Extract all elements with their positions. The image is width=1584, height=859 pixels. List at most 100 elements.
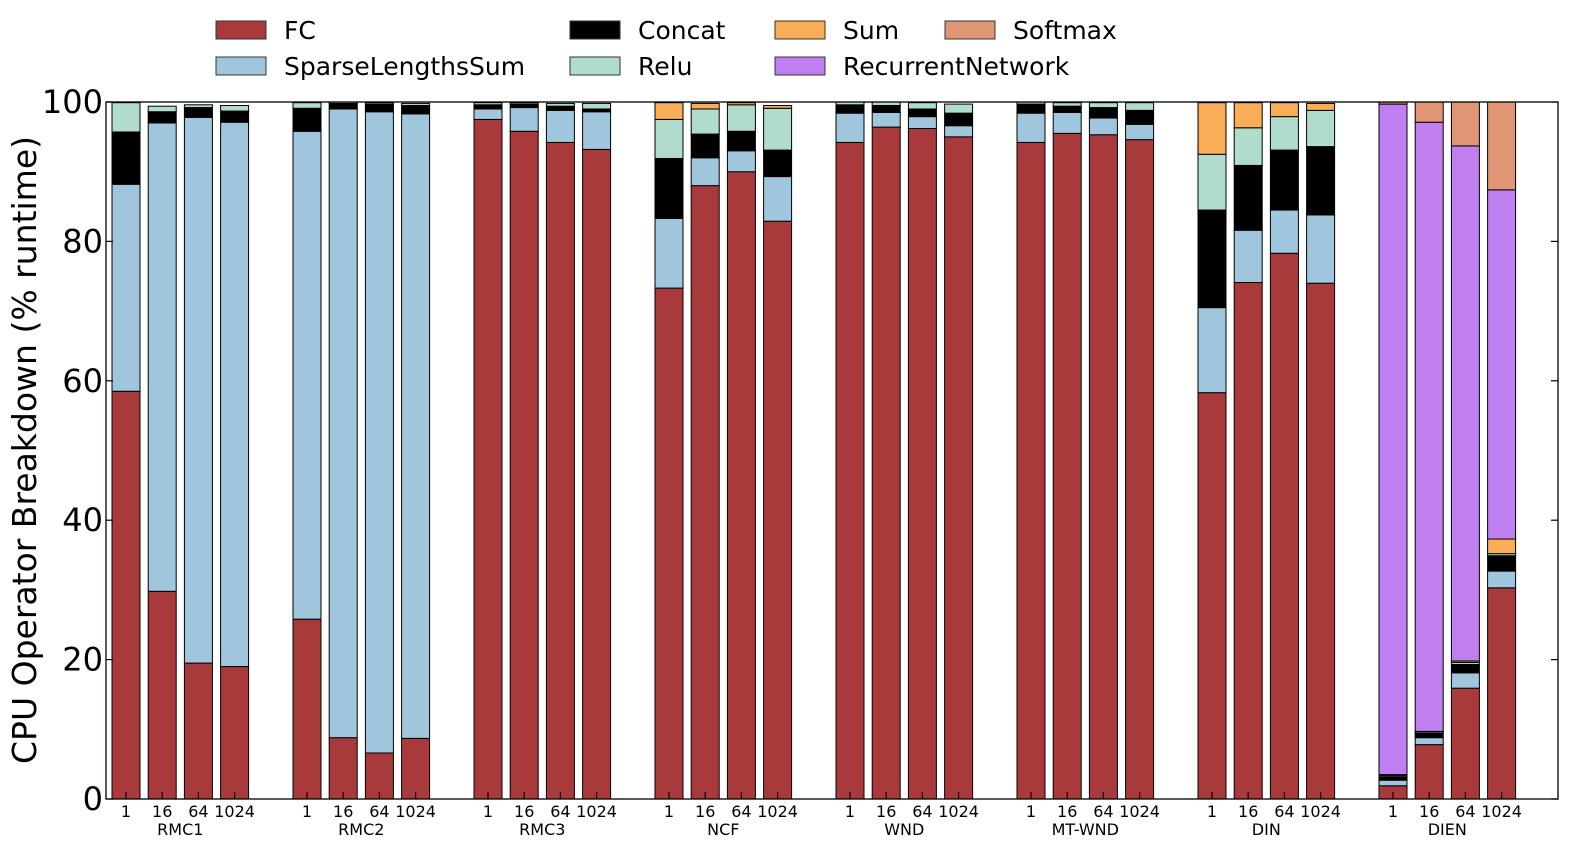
x-tick-label: 64	[912, 802, 932, 821]
bar-segment-fc	[545, 141, 575, 800]
x-tick-label: 16	[1419, 802, 1439, 821]
legend-label-sum: Sum	[843, 16, 899, 45]
x-tick-label: 16	[876, 802, 896, 821]
bar-segment-concat	[1088, 107, 1118, 119]
bar-segment-sparselengthssum	[835, 112, 865, 143]
x-group-label: DIN	[1252, 820, 1281, 839]
x-tick-label: 1	[483, 802, 493, 821]
legend-swatch-sparselengthssum	[215, 56, 267, 76]
bar-segment-fc	[1233, 282, 1263, 800]
x-tick-label: 64	[1455, 802, 1475, 821]
bar-segment-fc	[1088, 134, 1118, 800]
legend: FC SparseLengthsSum Concat Relu Sum Recurrent…	[215, 16, 1117, 81]
bar-segment-concat	[654, 157, 684, 219]
bar-segment-concat	[473, 104, 503, 110]
bar-segment-fc	[509, 130, 539, 800]
x-tick-label: 1024	[576, 802, 617, 821]
bar-segment-sum	[1306, 102, 1336, 111]
bar-segment-relu	[545, 102, 575, 107]
bar-segment-sparselengthssum	[1125, 123, 1155, 141]
bar-segment-relu	[1306, 109, 1336, 148]
x-tick-label: 1	[121, 802, 131, 821]
bar-segment-relu	[654, 118, 684, 159]
legend-label-fc: FC	[284, 16, 316, 45]
bar-segment-sparselengthssum	[1052, 111, 1082, 134]
bar-segment-sparselengthssum	[183, 116, 213, 664]
bar-segment-fc	[763, 220, 793, 800]
x-group-label: RMC1	[157, 820, 203, 839]
bar-segment-sparselengthssum	[1487, 570, 1517, 589]
bar-segment-relu	[147, 105, 177, 113]
x-tick-label: 1	[664, 802, 674, 821]
bar-segment-sparselengthssum	[473, 108, 503, 120]
bar-segment-sum	[763, 104, 793, 109]
bar-segment-recurrentnetwork	[1378, 103, 1408, 776]
bar-segment-sparselengthssum	[654, 217, 684, 289]
bar-segment-sparselengthssum	[690, 157, 720, 187]
bar-segment-concat	[1487, 555, 1517, 572]
bar-segment-concat	[364, 103, 394, 113]
bar-segment-sparselengthssum	[1378, 779, 1408, 787]
bar-segment-concat	[220, 110, 250, 123]
bar-segment-sum	[690, 102, 720, 110]
x-tick-label: 1	[302, 802, 312, 821]
bar-segment-relu	[220, 104, 250, 112]
bar-segment-fc	[1450, 687, 1480, 800]
bar-segment-fc	[726, 171, 756, 800]
x-tick-label: 16	[1057, 802, 1077, 821]
legend-swatch-recurrentnetwork	[774, 56, 826, 76]
y-tick-label: 60	[62, 362, 103, 400]
bar-segment-relu	[582, 102, 612, 110]
bar-segment-relu	[292, 102, 322, 109]
x-tick-label: 1	[1207, 802, 1217, 821]
x-group-label: WND	[884, 820, 924, 839]
bar-segment-sparselengthssum	[726, 150, 756, 173]
legend-swatch-softmax	[944, 20, 996, 40]
bar-segment-sparselengthssum	[292, 130, 322, 620]
bar-segment-concat	[944, 112, 974, 127]
bar-segment-fc	[292, 618, 322, 800]
bar-segment-sparselengthssum	[763, 176, 793, 222]
bar-segment-sum	[1197, 102, 1227, 155]
legend-label-sparselengthssum: SparseLengthsSum	[284, 52, 525, 81]
bar-segment-fc	[1306, 282, 1336, 800]
bar-segment-relu	[1269, 116, 1299, 151]
bar-segment-fc	[220, 666, 250, 800]
x-tick-label: 64	[731, 802, 751, 821]
bar-segment-relu	[183, 104, 213, 109]
bar-segment-sum	[1269, 102, 1299, 118]
bar-segment-concat	[1414, 732, 1444, 739]
bar-segment-fc	[183, 662, 213, 800]
bar-segment-concat	[690, 133, 720, 159]
legend-swatch-sum	[774, 20, 826, 40]
bar-segment-fc	[401, 737, 431, 800]
x-tick-label: 16	[333, 802, 353, 821]
bar-segment-fc	[1487, 587, 1517, 800]
bar-segment-sum	[654, 102, 684, 120]
bar-segment-relu	[690, 108, 720, 135]
bar-segment-relu	[401, 102, 431, 106]
bar-segment-fc	[1269, 252, 1299, 800]
bar-segment-concat	[871, 104, 901, 113]
bar-segment-recurrentnetwork	[1450, 145, 1480, 662]
bar-segment-softmax	[1487, 101, 1517, 191]
x-tick-label: 64	[188, 802, 208, 821]
x-group-label: NCF	[707, 820, 739, 839]
bar-segment-sparselengthssum	[1414, 737, 1444, 746]
bar-segment-fc	[654, 287, 684, 800]
y-axis: 0 20 40 60 80 100	[42, 83, 1558, 818]
x-tick-label: 64	[1093, 802, 1113, 821]
y-axis-label: CPU Operator Breakdown (% runtime)	[5, 136, 44, 764]
bars-layer	[111, 101, 1517, 800]
bar-segment-relu	[1125, 102, 1155, 111]
bar-segment-sum	[1233, 102, 1263, 129]
legend-label-relu: Relu	[638, 52, 692, 81]
x-group-label: DIEN	[1428, 820, 1467, 839]
bar-segment-relu	[944, 103, 974, 114]
bar-segment-relu	[473, 102, 503, 106]
x-tick-label: 1	[845, 802, 855, 821]
bar-segment-concat	[1125, 109, 1155, 125]
x-tick-label: 16	[695, 802, 715, 821]
bar-segment-concat	[183, 107, 213, 118]
